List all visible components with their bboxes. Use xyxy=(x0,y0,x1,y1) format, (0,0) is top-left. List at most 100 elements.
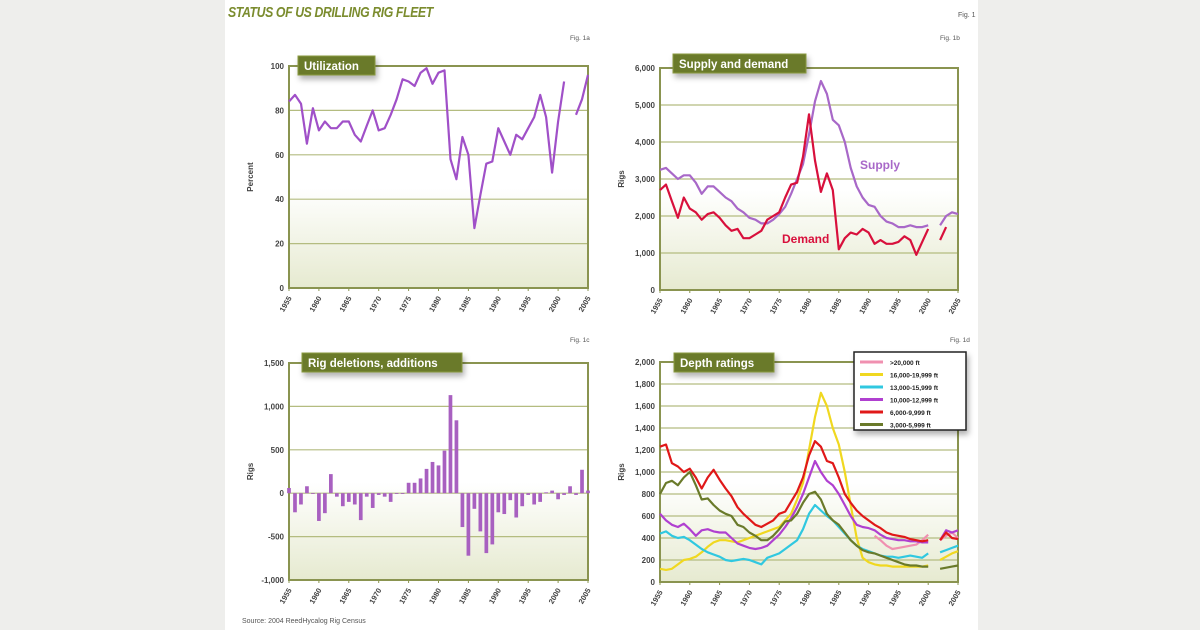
chart-title-badge xyxy=(673,352,775,373)
x-tick-label: 2005 xyxy=(577,295,593,314)
y-tick-label: 0 xyxy=(651,578,656,587)
y-tick-label: 80 xyxy=(275,106,284,115)
bar xyxy=(293,493,297,513)
y-tick-label: 4,000 xyxy=(635,138,656,147)
bar xyxy=(580,469,584,494)
x-tick-label: 1960 xyxy=(678,589,694,608)
y-tick-label: 600 xyxy=(642,512,656,521)
y-tick-label: 0 xyxy=(651,286,656,295)
x-tick-label: 1970 xyxy=(738,297,754,316)
bar xyxy=(556,493,560,500)
bar xyxy=(484,493,489,554)
bar xyxy=(514,493,519,518)
bar xyxy=(376,493,381,495)
bar xyxy=(448,395,453,494)
y-tick-label: 2,000 xyxy=(635,358,656,367)
y-tick-label: 1,000 xyxy=(635,249,656,258)
y-axis-label: Rigs xyxy=(617,170,626,188)
legend-box xyxy=(853,351,967,431)
y-tick-label: -500 xyxy=(268,533,285,542)
y-axis-label: Rigs xyxy=(246,462,255,480)
bar xyxy=(496,493,501,513)
series-line-0 xyxy=(659,79,959,229)
bar xyxy=(287,487,291,494)
y-tick-label: 1,200 xyxy=(635,446,656,455)
bar xyxy=(544,492,548,494)
chart-title: Depth ratings xyxy=(680,358,754,370)
series-line-4 xyxy=(659,440,959,543)
bar xyxy=(394,493,399,494)
chart-title: Rig deletions, additions xyxy=(308,358,438,370)
chart-title-badge xyxy=(301,352,463,373)
fig-label: Fig. 1b xyxy=(940,35,960,42)
x-tick-label: 1980 xyxy=(427,295,443,314)
chart-title-badge xyxy=(297,55,376,76)
series-line-5 xyxy=(659,470,959,570)
legend-label: 16,000-19,999 ft xyxy=(890,373,939,380)
series-line-0 xyxy=(288,67,590,230)
bar xyxy=(299,493,303,505)
x-tick-label: 2000 xyxy=(547,587,563,606)
y-tick-label: 800 xyxy=(642,490,656,499)
fig-label: Fig. 1c xyxy=(570,337,590,344)
y-tick-label: 6,000 xyxy=(635,64,656,73)
x-tick-label: 2000 xyxy=(917,297,933,316)
series-annotation-supply: Supply xyxy=(860,158,900,172)
y-tick-label: 0 xyxy=(280,489,285,498)
y-tick-label: 200 xyxy=(642,556,656,565)
y-tick-label: 60 xyxy=(275,151,284,160)
bar xyxy=(460,493,465,528)
y-tick-label: 0 xyxy=(280,284,285,293)
bar xyxy=(550,490,554,494)
plot-frame xyxy=(659,67,959,291)
x-tick-label: 1960 xyxy=(307,295,323,314)
bar xyxy=(358,493,363,521)
y-tick-label: 100 xyxy=(271,62,285,71)
bar xyxy=(436,465,441,494)
y-tick-label: 1,600 xyxy=(635,402,656,411)
figure-title: Status of US drilling rig fleet xyxy=(228,4,433,21)
bar xyxy=(352,493,357,505)
x-tick-label: 1970 xyxy=(738,589,754,608)
bar xyxy=(538,493,543,502)
x-tick-label: 1960 xyxy=(678,297,694,316)
x-tick-label: 2005 xyxy=(947,297,963,316)
x-tick-label: 1955 xyxy=(278,295,294,314)
x-tick-label: 1965 xyxy=(337,587,353,606)
y-tick-label: 2,000 xyxy=(635,212,656,221)
bar xyxy=(454,420,459,494)
bar xyxy=(532,493,537,505)
x-tick-label: 1990 xyxy=(487,587,503,606)
bar xyxy=(418,478,423,494)
bar xyxy=(382,493,387,497)
y-tick-label: 40 xyxy=(275,195,284,204)
x-tick-label: 1985 xyxy=(827,297,843,316)
bar xyxy=(466,493,471,556)
y-tick-label: 3,000 xyxy=(635,175,656,184)
bar xyxy=(586,490,590,494)
x-tick-label: 1980 xyxy=(798,297,814,316)
chart-del: -1,000 -500 0 500 1,000 1,500 1955 1960 1965 1970… xyxy=(246,337,593,605)
x-tick-label: 1985 xyxy=(457,295,473,314)
bar xyxy=(329,474,333,494)
bar xyxy=(317,493,321,521)
bar xyxy=(364,493,369,497)
bar xyxy=(526,493,531,495)
x-tick-label: 1960 xyxy=(307,587,323,606)
bar xyxy=(520,493,525,507)
x-tick-label: 1965 xyxy=(708,297,724,316)
x-tick-label: 1995 xyxy=(517,587,533,606)
y-axis-label: Rigs xyxy=(617,463,626,481)
bar xyxy=(442,450,447,494)
x-tick-label: 1975 xyxy=(397,587,413,606)
legend: >20,000 ft 16,000-19,999 ft 13,000-15,999 … xyxy=(853,351,967,431)
y-axis-label: Percent xyxy=(246,162,255,192)
bar xyxy=(388,493,393,502)
y-tick-label: -1,000 xyxy=(261,576,284,585)
x-tick-label: 1990 xyxy=(857,589,873,608)
bar xyxy=(562,493,566,495)
x-tick-label: 1955 xyxy=(649,297,665,316)
chart-sd: 0 1,000 2,000 3,000 4,000 5,000 6,000 1955 1960 1… xyxy=(617,35,963,315)
x-tick-label: 1990 xyxy=(857,297,873,316)
